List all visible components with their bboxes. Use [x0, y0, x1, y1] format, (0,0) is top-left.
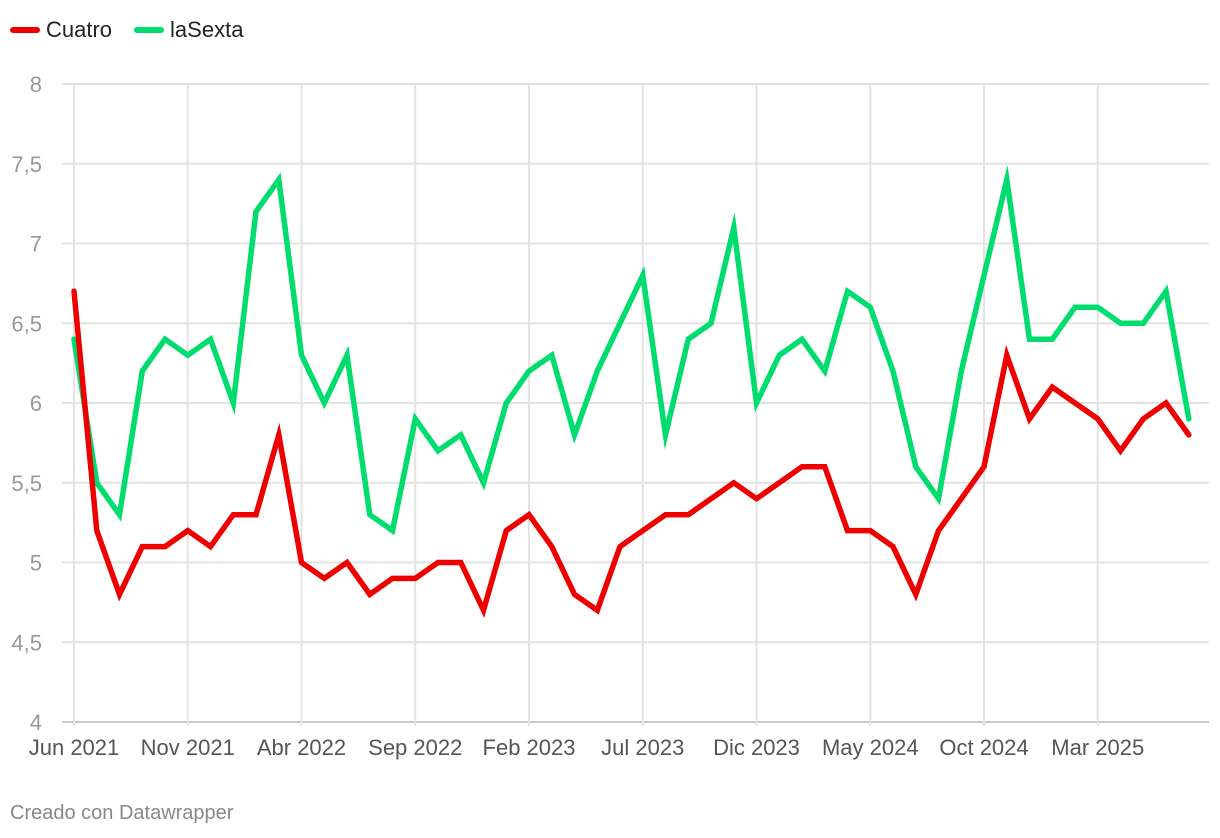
- y-tick-label: 8: [30, 72, 42, 97]
- source-credit: Creado con Datawrapper: [10, 802, 234, 824]
- y-tick-label: 6: [30, 391, 42, 416]
- y-tick-label: 5,5: [11, 471, 42, 496]
- line-chart: 4 4,5 5 5,5 6 6,5 7 7,5 8 Jun 2021 Nov 2021 Abr 202…: [11, 72, 1209, 760]
- series-line-lasexta: [71, 164, 1192, 536]
- legend-label-cuatro: Cuatro: [46, 17, 113, 42]
- y-tick-label: 4,5: [11, 630, 42, 655]
- x-tick-label: Nov 2021: [141, 735, 235, 760]
- x-tick-label: Dic 2023: [713, 735, 800, 760]
- legend-label-lasexta: laSexta: [170, 17, 244, 42]
- legend-swatch-cuatro: [10, 27, 40, 33]
- legend-item-lasexta: laSexta: [134, 17, 243, 43]
- x-tick-label: Oct 2024: [939, 735, 1028, 760]
- y-tick-label: 7,5: [11, 152, 42, 177]
- x-tick-label: Jul 2023: [601, 735, 684, 760]
- y-tick-label: 4: [30, 710, 42, 735]
- y-tick-label: 5: [30, 551, 42, 576]
- y-tick-label: 6,5: [11, 311, 42, 336]
- x-tick-label: Sep 2022: [368, 735, 462, 760]
- legend-item-cuatro: Cuatro: [10, 17, 112, 43]
- x-tick-label: May 2024: [822, 735, 919, 760]
- x-tick-label: Jun 2021: [29, 735, 120, 760]
- chart-legend: Cuatro laSexta: [10, 17, 265, 43]
- y-tick-label: 7: [30, 232, 42, 257]
- x-tick-label: Mar 2025: [1051, 735, 1144, 760]
- series-line-cuatro: [71, 288, 1192, 619]
- x-tick-label: Feb 2023: [483, 735, 576, 760]
- x-tick-label: Abr 2022: [257, 735, 346, 760]
- legend-swatch-lasexta: [134, 27, 165, 33]
